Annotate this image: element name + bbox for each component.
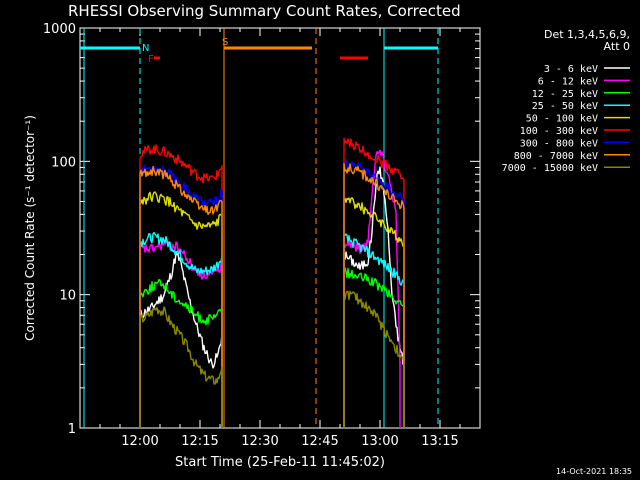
y-tick-label: 10: [59, 289, 76, 304]
legend-header-2: Att 0: [604, 40, 630, 53]
legend-header-1: Det 1,3,4,5,6,9,: [544, 28, 630, 41]
legend-label: 12 - 25 keV: [532, 89, 598, 100]
legend-label: 7000 - 15000 keV: [502, 163, 598, 174]
legend-label: 25 - 50 keV: [532, 101, 598, 112]
series-line: [343, 166, 405, 428]
series-line: [139, 239, 223, 428]
legend-label: 800 - 7000 keV: [514, 151, 598, 162]
y-axis-label: Corrected Count Rate (s⁻¹ detector⁻¹): [23, 115, 37, 341]
x-tick-label: 12:15: [181, 434, 218, 449]
legend-label: 3 - 6 keV: [544, 64, 598, 75]
series-line: [343, 163, 405, 428]
flag-label: S: [222, 37, 228, 48]
legend-label: 100 - 300 keV: [520, 126, 598, 137]
series-line: [139, 251, 223, 428]
x-axis-label: Start Time (25-Feb-11 11:45:02): [175, 455, 385, 470]
series-line: [343, 267, 405, 428]
legend-label: 300 - 800 keV: [520, 138, 598, 149]
y-tick-label: 100: [51, 155, 76, 170]
y-tick-label: 1000: [43, 22, 76, 37]
series-line: [139, 278, 223, 428]
y-tick-label: 1: [68, 422, 76, 437]
series-line: [343, 159, 405, 428]
series-line: [139, 231, 223, 428]
series-line: [139, 306, 223, 428]
x-tick-label: 12:30: [241, 434, 278, 449]
series-line: [343, 233, 405, 428]
chart-title: RHESSI Observing Summary Count Rates, Co…: [68, 2, 461, 20]
x-tick-label: 12:00: [121, 434, 158, 449]
x-tick-label: 12:45: [301, 434, 338, 449]
series-line: [343, 137, 405, 428]
plot-axes: 1 10 100 1000 12:00 12:15 12:30 12:45 13:00 13:15: [43, 22, 481, 449]
flag-label: N: [142, 43, 149, 54]
series-line: [139, 164, 223, 428]
series-line: [139, 165, 223, 428]
legend-label: 6 - 12 keV: [538, 76, 598, 87]
x-tick-label: 13:00: [361, 434, 398, 449]
series-line: [343, 197, 405, 428]
footer-date: 14-Oct-2021 18:35: [556, 467, 632, 476]
flag-label: F: [148, 54, 154, 65]
series-line: [139, 144, 223, 428]
plot-marks: NF S: [80, 28, 439, 428]
legend-label: 50 - 100 keV: [526, 114, 598, 125]
series-line: [139, 191, 223, 428]
x-tick-label: 13:15: [421, 434, 458, 449]
series-line: [343, 290, 405, 428]
